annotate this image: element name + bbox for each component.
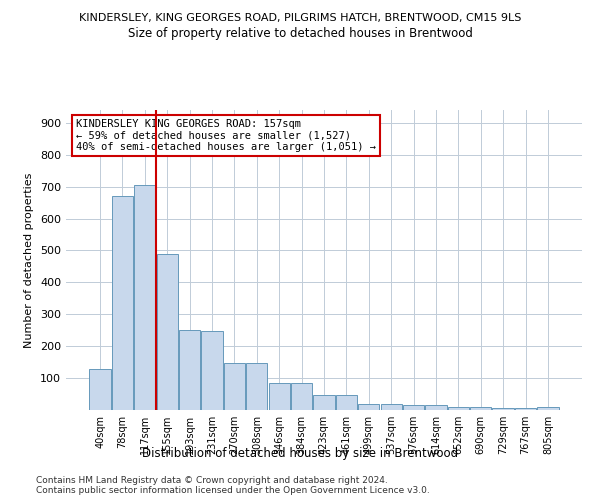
Bar [380, 404, 402, 410]
Bar [313, 395, 335, 410]
Bar [112, 196, 133, 410]
Text: Size of property relative to detached houses in Brentwood: Size of property relative to detached ho… [128, 28, 472, 40]
Bar [291, 383, 312, 410]
Bar [89, 368, 111, 410]
Bar [246, 363, 268, 410]
Text: Distribution of detached houses by size in Brentwood: Distribution of detached houses by size … [142, 448, 458, 460]
Bar [470, 407, 491, 410]
Bar [134, 185, 155, 410]
Text: KINDERSLEY, KING GEORGES ROAD, PILGRIMS HATCH, BRENTWOOD, CM15 9LS: KINDERSLEY, KING GEORGES ROAD, PILGRIMS … [79, 12, 521, 22]
Bar [157, 254, 178, 410]
Text: KINDERSLEY KING GEORGES ROAD: 157sqm
← 59% of detached houses are smaller (1,527: KINDERSLEY KING GEORGES ROAD: 157sqm ← 5… [76, 119, 376, 152]
Bar [179, 330, 200, 410]
Y-axis label: Number of detached properties: Number of detached properties [25, 172, 34, 348]
Bar [448, 407, 469, 410]
Bar [202, 331, 223, 410]
Bar [269, 383, 290, 410]
Bar [537, 407, 559, 410]
Bar [425, 405, 446, 410]
Text: Contains HM Land Registry data © Crown copyright and database right 2024.: Contains HM Land Registry data © Crown c… [36, 476, 388, 485]
Text: Contains public sector information licensed under the Open Government Licence v3: Contains public sector information licen… [36, 486, 430, 495]
Bar [336, 395, 357, 410]
Bar [515, 408, 536, 410]
Bar [403, 405, 424, 410]
Bar [224, 363, 245, 410]
Bar [493, 408, 514, 410]
Bar [358, 404, 379, 410]
